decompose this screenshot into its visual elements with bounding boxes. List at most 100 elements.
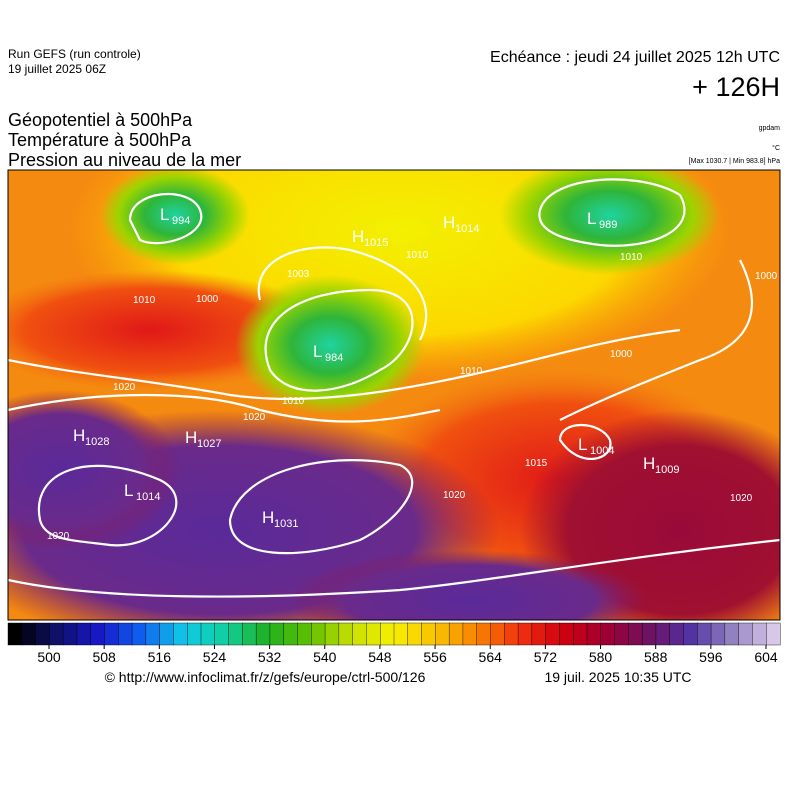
colorbar-swatch <box>752 622 767 646</box>
colorbar-swatch <box>407 622 423 646</box>
pressure-center-value: 1004 <box>590 445 614 457</box>
colorbar-swatch <box>338 622 354 646</box>
colorbar-tick-label: 532 <box>258 649 282 665</box>
isobar <box>538 178 686 247</box>
colorbar-swatch <box>269 622 285 646</box>
colorbar-tick-label: 500 <box>37 649 61 665</box>
isobar <box>128 192 203 245</box>
isobar <box>264 288 414 392</box>
colorbar-swatch <box>697 622 712 646</box>
colorbar-swatch <box>173 622 188 646</box>
pressure-center-value: 1014 <box>136 491 160 503</box>
isobar <box>8 328 681 401</box>
map <box>8 170 780 620</box>
colorbar-tick-label: 596 <box>699 649 723 665</box>
isobar <box>8 538 780 598</box>
colorbar-swatch <box>159 622 174 646</box>
colorbar-swatch <box>628 622 643 646</box>
field-name: Pression au niveau de la mer <box>8 150 241 170</box>
colorbar-tick-label: 548 <box>368 649 392 665</box>
colorbar-swatch <box>214 622 230 646</box>
run-date: 19 juillet 2025 06Z <box>8 62 106 76</box>
isobar <box>37 464 178 547</box>
colorbar-swatch <box>35 622 50 646</box>
isobar-label: 1003 <box>287 269 310 280</box>
colorbar-swatch <box>104 622 119 646</box>
colorbar-swatch <box>655 622 671 646</box>
colorbar-swatch <box>200 622 216 646</box>
isobar-label: 1020 <box>243 412 266 423</box>
pressure-center-value: 984 <box>325 352 343 364</box>
colorbar-tick-label: 508 <box>92 649 116 665</box>
unit: °C <box>772 144 780 152</box>
colorbar-tick-label: 516 <box>148 649 172 665</box>
colorbar-swatch <box>504 622 519 646</box>
colorbar-swatch <box>462 622 478 646</box>
colorbar-swatch <box>614 622 629 646</box>
timestamp: 19 juil. 2025 10:35 UTC <box>544 669 691 685</box>
colorbar-swatch <box>324 622 340 646</box>
colorbar-tick-label: 604 <box>754 649 778 665</box>
pressure-center-label: L <box>160 205 169 224</box>
isobar-label: 1000 <box>755 271 778 282</box>
colorbar-swatch <box>448 622 464 646</box>
source-url: © http://www.infoclimat.fr/z/gefs/europe… <box>105 669 426 685</box>
isobar <box>559 259 754 421</box>
colorbar-swatch <box>573 622 588 646</box>
colorbar-swatch <box>62 622 78 646</box>
pressure-center-label: H <box>73 426 85 445</box>
colorbar-swatch <box>366 622 381 646</box>
pressure-center-label: H <box>443 213 455 232</box>
colorbar-swatch <box>228 622 243 646</box>
pressure-center-label: L <box>124 481 133 500</box>
colorbar-swatch <box>255 622 271 646</box>
isobar-label: 1010 <box>133 295 156 306</box>
colorbar-swatch <box>476 622 492 646</box>
colorbar-swatch <box>586 622 602 646</box>
colorbar-swatch <box>490 622 505 646</box>
field-name: Température à 500hPa <box>8 130 192 150</box>
colorbar-tick-label: 572 <box>534 649 558 665</box>
colorbar-swatch <box>641 622 657 646</box>
isobar-label: 1020 <box>47 531 70 542</box>
isobar-label: 1000 <box>196 294 219 305</box>
colorbar-tick-label: 556 <box>423 649 447 665</box>
colorbar-swatch <box>118 622 133 646</box>
pressure-center-label: H <box>643 454 655 473</box>
colorbar-swatch <box>283 622 299 646</box>
isobar <box>558 423 612 460</box>
colorbar-swatch <box>90 622 106 646</box>
colorbar-swatch <box>352 622 367 646</box>
isobar-label: 1000 <box>610 349 633 360</box>
pressure-center-value: 994 <box>172 215 190 227</box>
colorbar-swatch <box>435 622 450 646</box>
colorbar-swatch <box>380 622 395 646</box>
pressure-range: [Max 1030.7 | Min 983.8] hPa <box>689 158 780 165</box>
pressure-center-value: 1015 <box>364 237 388 249</box>
colorbar-swatch <box>131 622 147 646</box>
colorbar-swatch <box>421 622 436 646</box>
map-frame <box>7 169 781 621</box>
pressure-center-label: L <box>578 435 587 454</box>
pressure-center-label: H <box>262 508 274 527</box>
pressure-center-label: L <box>587 209 596 228</box>
colorbar-swatch <box>393 622 409 646</box>
colorbar-tick-label: 580 <box>589 649 613 665</box>
isobar <box>8 393 441 423</box>
colorbar-swatch <box>600 622 616 646</box>
colorbar-tick-label: 588 <box>644 649 668 665</box>
valid-time: Echéance : jeudi 24 juillet 2025 12h UTC <box>490 49 780 66</box>
colorbar-swatch <box>311 622 326 646</box>
colorbar-swatch <box>21 622 37 646</box>
pressure-center-value: 1014 <box>455 223 479 235</box>
colorbar-swatch <box>683 622 698 646</box>
isobar-label: 1010 <box>620 252 643 263</box>
colorbar-swatch <box>559 622 574 646</box>
unit: gpdam <box>759 125 781 132</box>
colorbar: 500 508 516 524 532 540 548 556 564 572 580 588 596 6… <box>7 622 781 665</box>
pressure-center-value: 1027 <box>197 438 221 450</box>
colorbar-swatch <box>145 622 161 646</box>
pressure-center-label: H <box>352 227 364 246</box>
isobar-label: 1010 <box>406 250 429 261</box>
